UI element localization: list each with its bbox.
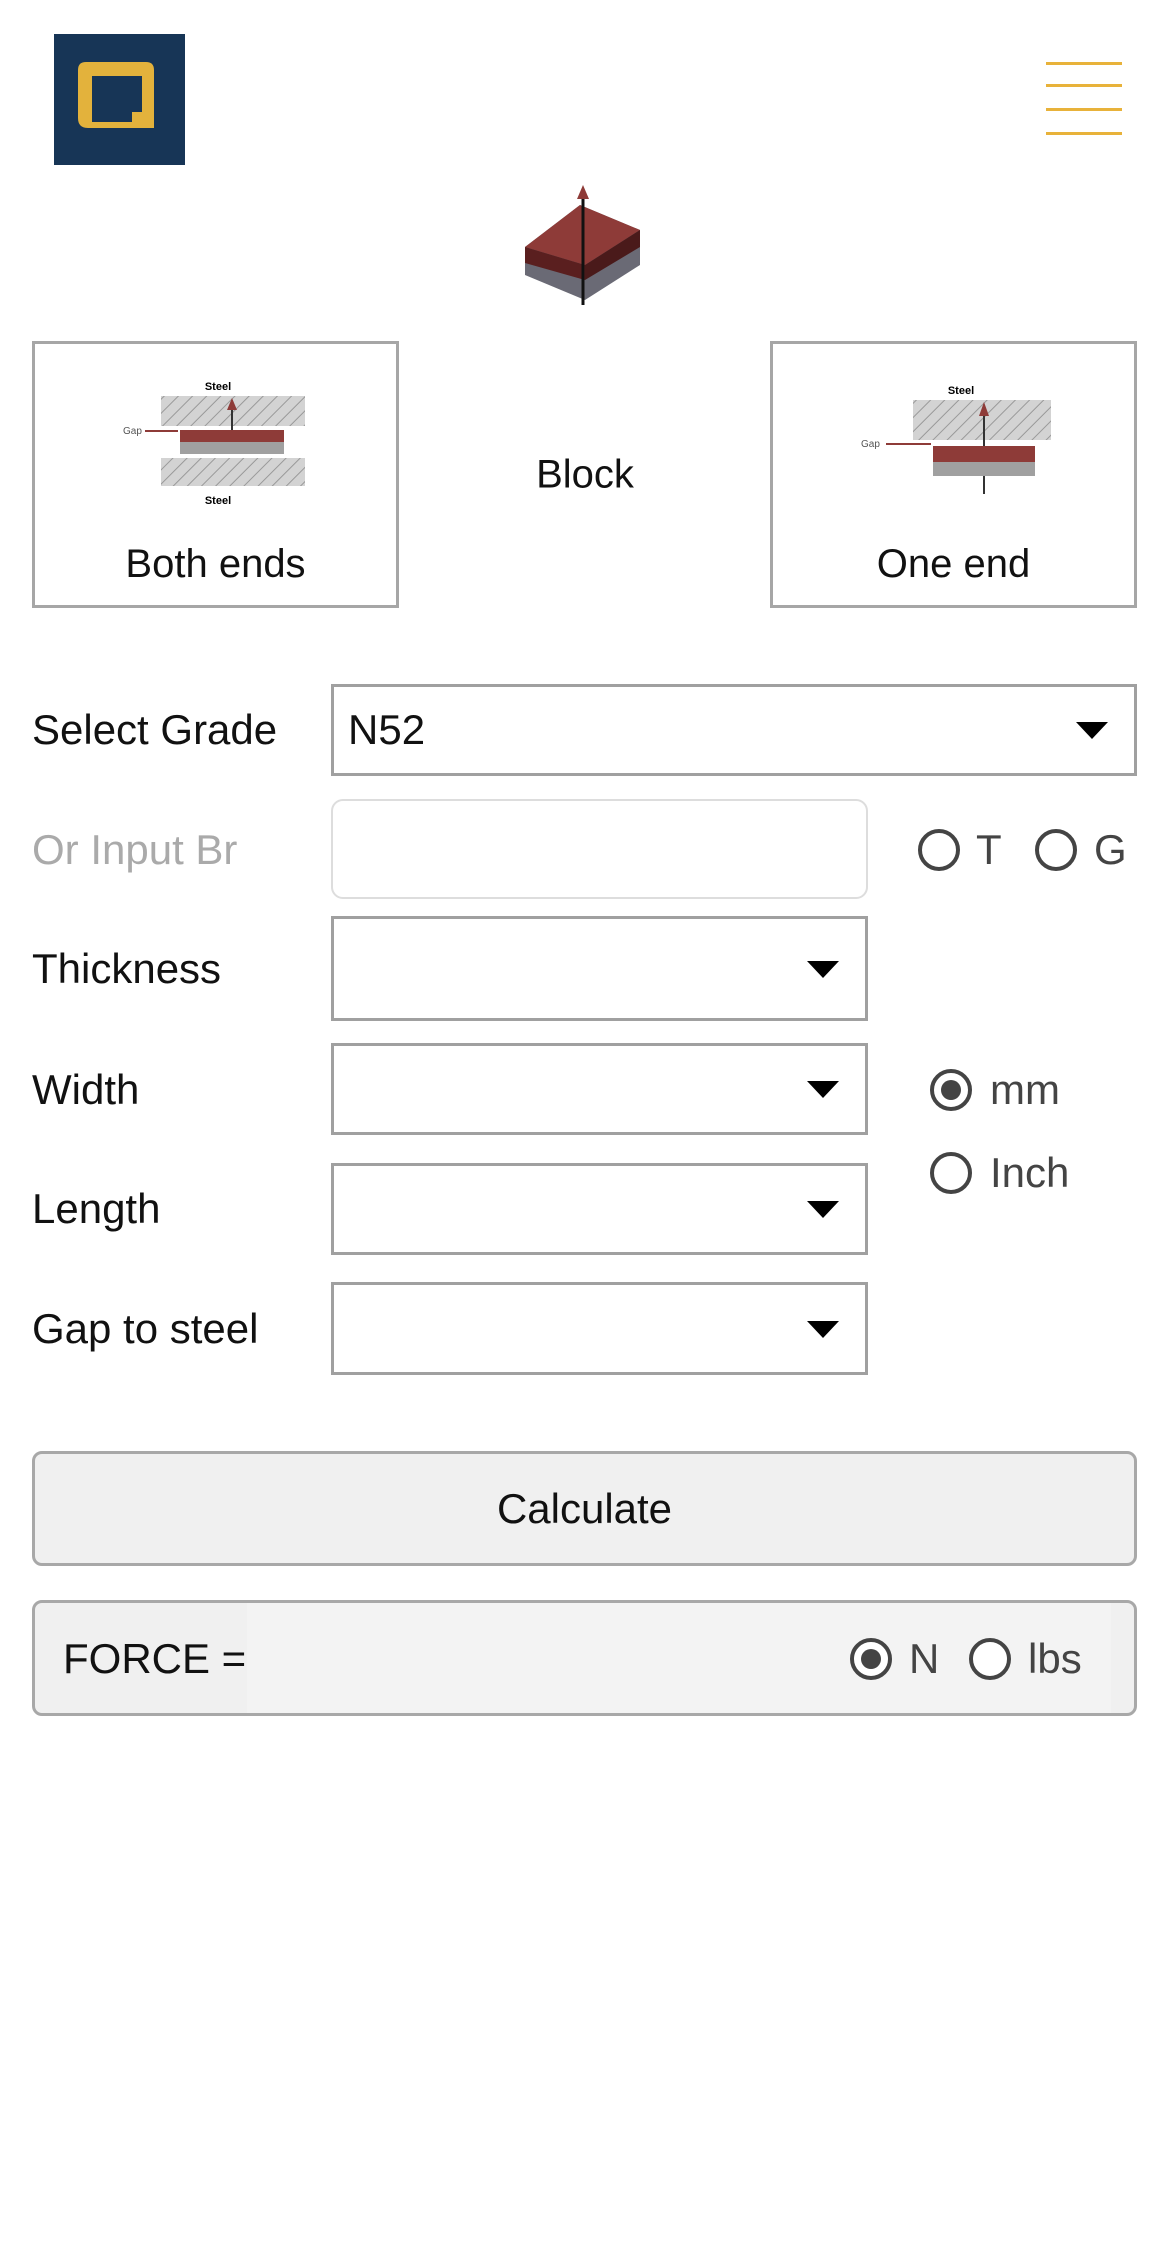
unit-g-label: G bbox=[1094, 826, 1127, 873]
gap-label: Gap to steel bbox=[32, 1305, 259, 1352]
unit-mm-label: mm bbox=[990, 1066, 1060, 1113]
hamburger-menu-icon[interactable] bbox=[1046, 62, 1122, 136]
grade-label: Select Grade bbox=[32, 706, 278, 753]
chevron-down-icon bbox=[807, 1320, 839, 1338]
thickness-label: Thickness bbox=[32, 945, 222, 992]
grade-select[interactable]: N52 bbox=[331, 684, 1137, 776]
chevron-down-icon bbox=[1076, 722, 1108, 739]
svg-text:Steel: Steel bbox=[205, 495, 231, 507]
force-value bbox=[247, 1603, 1111, 1713]
option-both-ends[interactable]: Steel Gap Steel Both ends bbox=[32, 341, 399, 608]
svg-text:Gap: Gap bbox=[861, 439, 880, 450]
unit-mm-radio[interactable] bbox=[930, 1069, 972, 1111]
chevron-down-icon bbox=[807, 1201, 839, 1218]
width-select[interactable] bbox=[331, 1043, 868, 1135]
unit-inch-radio[interactable] bbox=[930, 1152, 972, 1194]
block-magnet-icon bbox=[525, 185, 640, 305]
svg-text:Gap: Gap bbox=[123, 426, 142, 437]
option-label: Both ends bbox=[125, 542, 306, 586]
unit-lbs-label: lbs bbox=[1028, 1635, 1082, 1682]
svg-text:Steel: Steel bbox=[948, 385, 974, 397]
width-label: Width bbox=[32, 1066, 140, 1113]
force-label: FORCE = bbox=[63, 1635, 247, 1682]
calculate-button[interactable]: Calculate bbox=[32, 1451, 1137, 1566]
gap-select[interactable] bbox=[331, 1282, 868, 1375]
force-result-box: FORCE = N lbs bbox=[32, 1600, 1137, 1716]
unit-n-radio[interactable] bbox=[850, 1638, 892, 1680]
br-label: Or Input Br bbox=[32, 826, 238, 873]
br-input[interactable] bbox=[331, 799, 868, 899]
unit-t-label: T bbox=[976, 826, 1002, 873]
length-label: Length bbox=[32, 1185, 161, 1232]
option-label: One end bbox=[876, 542, 1031, 586]
logo[interactable] bbox=[54, 34, 185, 165]
chevron-down-icon bbox=[807, 960, 839, 978]
unit-t-radio[interactable] bbox=[918, 829, 960, 871]
one-end-diagram-icon: Steel Gap bbox=[861, 385, 1051, 494]
svg-text:Steel: Steel bbox=[205, 381, 231, 393]
chevron-down-icon bbox=[807, 1081, 839, 1098]
grade-value: N52 bbox=[348, 706, 426, 753]
option-one-end[interactable]: Steel Gap One end bbox=[770, 341, 1137, 608]
unit-g-radio[interactable] bbox=[1035, 829, 1077, 871]
length-select[interactable] bbox=[331, 1163, 868, 1255]
thickness-select[interactable] bbox=[331, 916, 868, 1021]
unit-inch-label: Inch bbox=[990, 1149, 1070, 1196]
unit-n-label: N bbox=[909, 1635, 940, 1682]
both-ends-diagram-icon: Steel Gap Steel bbox=[123, 381, 305, 507]
logo-mark-icon bbox=[78, 62, 154, 128]
unit-lbs-radio[interactable] bbox=[969, 1638, 1011, 1680]
shape-title: Block bbox=[536, 452, 634, 497]
